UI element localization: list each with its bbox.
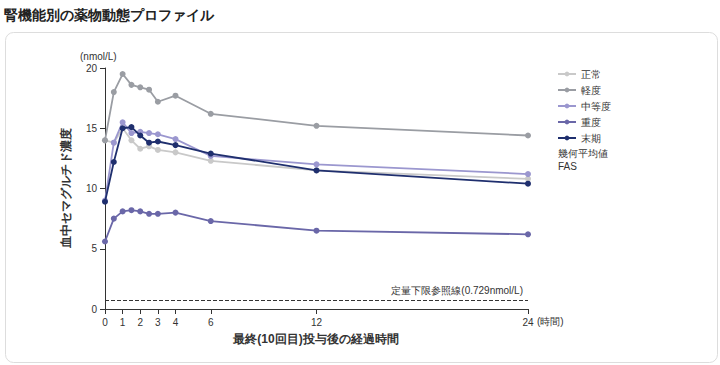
svg-text:0: 0: [102, 317, 108, 328]
svg-text:FAS: FAS: [558, 161, 577, 172]
svg-text:20: 20: [86, 63, 98, 74]
svg-text:6: 6: [208, 317, 214, 328]
svg-text:1: 1: [120, 317, 126, 328]
svg-text:15: 15: [86, 123, 98, 134]
svg-text:定量下限参照線(0.729nmol/L): 定量下限参照線(0.729nmol/L): [391, 285, 523, 296]
svg-text:(時間): (時間): [537, 316, 564, 327]
svg-text:中等度: 中等度: [581, 101, 611, 112]
svg-text:腎機能別の薬物動態プロファイル: 腎機能別の薬物動態プロファイル: [4, 7, 215, 23]
svg-text:正常: 正常: [581, 69, 601, 80]
svg-text:10: 10: [86, 183, 98, 194]
svg-text:幾何平均値: 幾何平均値: [558, 148, 608, 159]
svg-text:0: 0: [91, 304, 97, 315]
svg-text:軽度: 軽度: [581, 85, 601, 96]
svg-text:血中セマグルチド濃度: 血中セマグルチド濃度: [59, 128, 73, 249]
svg-text:12: 12: [311, 317, 323, 328]
svg-text:24: 24: [522, 317, 534, 328]
svg-text:重度: 重度: [581, 117, 601, 128]
svg-text:(nmol/L): (nmol/L): [80, 51, 117, 62]
svg-text:末期: 末期: [581, 133, 601, 144]
svg-text:最終(10回目)投与後の経過時間: 最終(10回目)投与後の経過時間: [232, 332, 398, 346]
svg-text:3: 3: [155, 317, 161, 328]
svg-text:2: 2: [137, 317, 143, 328]
svg-text:5: 5: [91, 243, 97, 254]
svg-text:4: 4: [173, 317, 179, 328]
